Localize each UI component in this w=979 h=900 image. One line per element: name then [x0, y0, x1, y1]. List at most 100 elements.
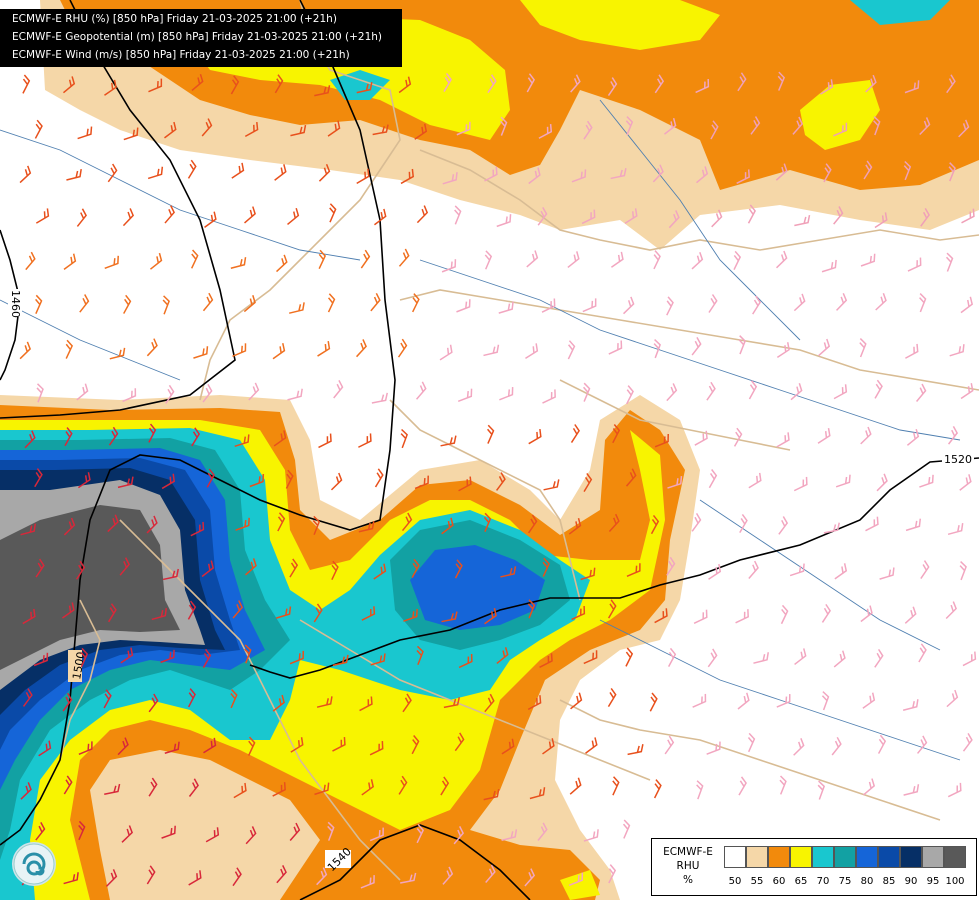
wind-barb: [664, 735, 675, 755]
wind-barb: [626, 385, 634, 405]
wind-barb: [289, 302, 305, 314]
wind-barb: [946, 74, 956, 94]
wind-barb: [706, 741, 721, 755]
wind-barb: [947, 523, 964, 536]
wind-barb: [583, 650, 598, 665]
wind-barb: [398, 248, 410, 267]
rhu-70-ne: [850, 0, 950, 25]
wind-barb: [79, 294, 90, 313]
wind-barb: [831, 736, 842, 756]
wind-barb: [582, 298, 597, 313]
contour-label-bg: [68, 650, 82, 682]
wind-barb: [916, 735, 928, 754]
wind-barb: [539, 653, 553, 668]
wind-barb: [454, 559, 463, 579]
wind-barb: [649, 692, 658, 712]
wind-barb: [332, 737, 346, 752]
wind-barb: [526, 250, 539, 268]
wind-barb: [443, 73, 452, 93]
wind-barb: [63, 253, 77, 270]
wind-barb: [583, 472, 593, 492]
wind-barb: [918, 643, 927, 663]
wind-barb: [906, 428, 920, 446]
wind-barb: [244, 644, 252, 664]
wind-barb: [148, 423, 157, 443]
wind-barb: [654, 434, 669, 448]
wind-barb: [499, 116, 508, 136]
wind-barb: [738, 335, 746, 355]
wind-barb: [775, 163, 788, 181]
wind-barb: [583, 829, 599, 842]
wind-barb: [187, 600, 197, 620]
wind-barb: [794, 214, 811, 227]
legend-tick-label: 50: [728, 876, 742, 887]
wind-barb: [650, 514, 660, 535]
wind-barb: [103, 689, 112, 709]
wind-barb: [946, 689, 959, 708]
wind-barb: [501, 738, 515, 755]
wind-barb: [360, 249, 371, 269]
wind-barb: [412, 293, 420, 313]
wind-barb: [360, 875, 375, 889]
wind-barb: [753, 652, 769, 664]
wind-barb: [193, 346, 209, 359]
legend-swatch: [944, 846, 966, 868]
wind-barb: [249, 473, 265, 488]
wind-barb: [571, 169, 587, 183]
wind-barb: [327, 120, 341, 137]
wind-barb: [496, 647, 509, 665]
border-line: [389, 399, 581, 601]
wind-barb: [117, 737, 129, 756]
wind-barb: [190, 521, 205, 537]
river-line: [599, 99, 801, 341]
wind-barb: [161, 825, 176, 839]
wind-barb: [710, 120, 719, 140]
wind-barb: [748, 380, 758, 400]
wind-barb: [373, 563, 387, 580]
wind-barb: [201, 118, 213, 137]
wind-barb: [201, 560, 215, 578]
wind-barb: [202, 292, 214, 312]
wind-barb: [568, 872, 584, 887]
wind-barb: [708, 563, 722, 580]
wind-barb: [64, 427, 73, 447]
wind-barb: [230, 75, 240, 95]
wind-barb: [414, 123, 428, 140]
wind-barb: [287, 208, 300, 225]
wind-barb: [960, 296, 974, 314]
wind-barb: [752, 295, 762, 315]
wind-barb: [416, 645, 424, 666]
wind-barb: [915, 383, 927, 403]
wind-barb: [22, 688, 33, 707]
wind-barb: [289, 558, 299, 578]
wind-barb: [607, 599, 617, 619]
wind-barb: [244, 206, 256, 224]
header-line-wind: ECMWF-E Wind (m/s) [850 hPa] Friday 21-0…: [12, 49, 350, 61]
wind-barb: [147, 166, 164, 180]
wind-barb: [860, 605, 873, 623]
wind-barb: [920, 208, 930, 227]
wind-barb: [627, 744, 644, 756]
wind-barb: [369, 741, 384, 756]
wind-barb: [38, 740, 52, 757]
wind-barb: [652, 164, 664, 183]
wind-barb: [776, 250, 788, 269]
wind-barb: [653, 779, 662, 799]
wind-barb: [191, 427, 201, 447]
wind-barb: [34, 468, 43, 488]
wind-barb: [274, 164, 287, 181]
wind-barb: [625, 116, 634, 136]
wind-barb: [441, 611, 458, 623]
wind-barb: [416, 205, 429, 224]
wind-barb: [706, 381, 716, 401]
contour-label-bg: [8, 289, 22, 317]
wind-barb: [691, 252, 704, 270]
wind-barb: [666, 383, 678, 402]
wind-barb: [747, 204, 756, 224]
wind-barb: [568, 517, 582, 535]
wind-barb: [500, 566, 517, 578]
wind-barb: [607, 688, 617, 708]
wind-barb: [959, 561, 967, 581]
wind-barb: [162, 295, 170, 315]
wind-barb: [779, 775, 787, 795]
